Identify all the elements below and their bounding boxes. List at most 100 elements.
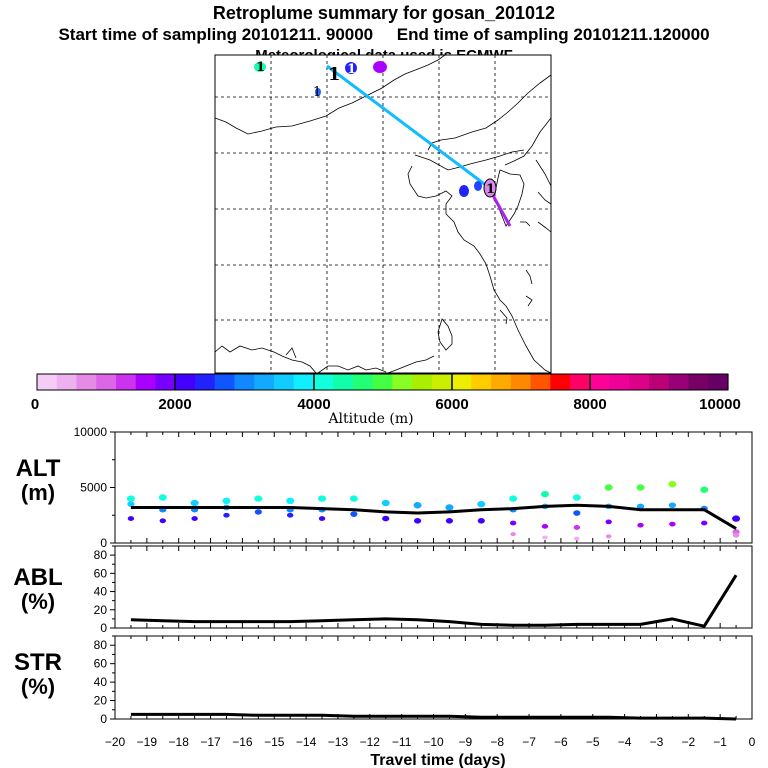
x-tick-label: 0 — [749, 735, 756, 749]
colorbar-swatch — [589, 374, 611, 390]
alt-panel: 10000 5000 0 — [74, 425, 753, 550]
alt-cluster-point — [605, 534, 612, 539]
colorbar-swatch — [491, 374, 512, 390]
alt-cluster-point — [542, 535, 548, 540]
x-tick-label: −7 — [522, 735, 536, 749]
alt-cluster-point — [286, 512, 294, 518]
str-ytick-label: 60 — [94, 657, 108, 671]
alt-cluster-point — [349, 495, 358, 502]
colorbar-label: Altitude (m) — [327, 411, 413, 427]
alt-cluster-point — [382, 515, 390, 522]
chart-title: Retroplume summary for gosan_201012 — [212, 3, 556, 23]
alt-cluster-point — [159, 518, 166, 524]
alt-cluster-point — [637, 522, 644, 528]
str-series-line — [130, 712, 737, 721]
alt-cluster-point — [254, 495, 263, 502]
x-tick-label: −8 — [490, 735, 504, 749]
x-axis-ticks: −20 −19 −18 −17 −16 −15 −14 −13 −12 −11 −10 −9 −8 −7−… — [105, 735, 756, 749]
alt-cluster-point — [669, 521, 676, 527]
colorbar-tick: 6000 — [435, 396, 468, 413]
alt-cluster-point — [254, 509, 262, 515]
colorbar-tick: 8000 — [573, 396, 606, 413]
alt-title: ALT — [16, 455, 61, 482]
str-title: STR — [14, 649, 62, 676]
alt-cluster-point — [477, 500, 486, 508]
colorbar-swatch — [708, 374, 729, 390]
x-tick-label: −16 — [232, 735, 253, 749]
alt-cluster-point — [572, 494, 581, 501]
alt-cluster-point — [318, 516, 326, 521]
x-tick-label: −10 — [423, 735, 444, 749]
colorbar-swatch — [668, 374, 690, 390]
abl-frame — [114, 545, 753, 629]
colorbar-swatch — [313, 374, 334, 390]
alt-cluster-point — [541, 523, 549, 529]
colorbar-swatch — [56, 374, 78, 390]
colorbar-dividers — [174, 374, 591, 390]
abl-series-line — [130, 574, 738, 628]
map-marker — [373, 61, 387, 73]
x-tick-label: −6 — [554, 735, 568, 749]
colorbar-swatch — [37, 374, 58, 390]
colorbar-swatch — [273, 374, 295, 390]
alt-cluster-point — [191, 516, 198, 521]
colorbar-swatch — [510, 374, 532, 390]
x-tick-label: −12 — [360, 735, 381, 749]
abl-ytick-label: 60 — [94, 566, 108, 580]
alt-cluster-point — [127, 516, 135, 521]
colorbar-swatch — [135, 374, 157, 390]
alt-cluster-point — [509, 520, 517, 526]
alt-cluster-point — [574, 536, 580, 541]
map-panel: 1 1 1 1 1 — [214, 54, 552, 374]
alt-cluster-point — [636, 503, 645, 510]
abl-ytick-label: 40 — [94, 585, 108, 599]
alt-cluster-point — [732, 515, 741, 522]
colorbar-frame — [36, 373, 729, 391]
x-tick-label: −4 — [618, 735, 632, 749]
colorbar-swatch — [76, 374, 97, 390]
colorbar-swatch — [431, 374, 453, 390]
alt-cluster-point — [381, 499, 390, 507]
colorbar-swatch — [234, 374, 255, 390]
alt-cluster-point — [158, 494, 167, 501]
alt-cluster-point — [445, 504, 454, 511]
alt-cluster-point — [127, 501, 135, 507]
x-axis-title: Travel time (days) — [370, 752, 505, 768]
alt-cluster-point — [126, 495, 135, 502]
marker-label: 1 — [347, 62, 356, 77]
colorbar-swatch — [155, 374, 176, 390]
colorbar-swatch — [293, 374, 314, 390]
str-panel: 80 60 40 20 0 — [94, 635, 753, 726]
colorbar-swatch — [412, 374, 433, 390]
map-marker — [315, 88, 321, 96]
colorbar-swatch — [392, 374, 413, 390]
colorbar-swatch — [115, 374, 137, 390]
colorbar-swatch — [530, 374, 551, 390]
map-marker — [345, 62, 357, 74]
x-tick-label: −5 — [586, 735, 600, 749]
map-marker — [254, 62, 266, 72]
colorbar-swatch — [372, 374, 393, 390]
x-tick-label: −9 — [459, 735, 473, 749]
x-tick-label: −13 — [328, 735, 349, 749]
marker-label: 1 — [486, 182, 495, 197]
map-marker — [459, 185, 469, 197]
alt-cluster-point — [540, 490, 549, 498]
marker-label: 1 — [328, 64, 341, 85]
alt-frame — [114, 431, 753, 544]
colorbar-swatch — [649, 374, 670, 390]
colorbar-swatch — [629, 374, 650, 390]
str-ytick-label: 20 — [94, 694, 108, 708]
str-frame — [114, 635, 753, 720]
colorbar-swatch — [96, 374, 117, 390]
str-ytick-label: 80 — [94, 638, 108, 652]
marker-label: 1 — [313, 85, 321, 100]
abl-ytick-label: 0 — [100, 621, 107, 635]
alt-cluster-point — [223, 512, 230, 518]
alt-cluster-point — [668, 502, 676, 509]
map-graticule — [215, 55, 551, 373]
colorbar-swatch — [214, 374, 236, 390]
x-tick-label: −1 — [713, 735, 727, 749]
x-tick-label: −19 — [137, 735, 158, 749]
